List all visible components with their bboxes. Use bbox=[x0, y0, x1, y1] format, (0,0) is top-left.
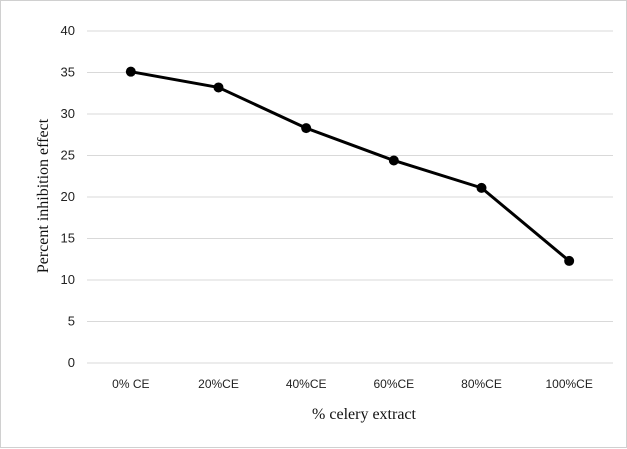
x-tick-label: 80%CE bbox=[461, 377, 502, 391]
y-tick-labels: 0 5 10 15 20 25 30 35 40 bbox=[61, 23, 75, 370]
y-axis-title: Percent inhibition effect bbox=[35, 118, 52, 273]
y-tick-label: 5 bbox=[68, 314, 75, 329]
y-tick-label: 10 bbox=[61, 272, 75, 287]
data-point bbox=[388, 155, 399, 166]
data-point bbox=[301, 123, 312, 134]
y-tick-label: 20 bbox=[61, 189, 75, 204]
data-point bbox=[564, 255, 575, 266]
y-tick-label: 0 bbox=[68, 355, 75, 370]
y-tick-label: 40 bbox=[61, 23, 75, 38]
y-tick-label: 35 bbox=[61, 65, 75, 80]
x-axis-title: % celery extract bbox=[312, 406, 416, 423]
y-tick-label: 15 bbox=[61, 231, 75, 246]
data-point bbox=[125, 66, 136, 77]
data-point bbox=[476, 182, 487, 193]
series-line-group bbox=[125, 66, 575, 266]
data-point bbox=[213, 82, 224, 93]
x-tick-label: 100%CE bbox=[545, 377, 592, 391]
x-tick-labels: 0% CE 20%CE 40%CE 60%CE 80%CE 100%CE bbox=[112, 377, 593, 391]
gridlines bbox=[87, 30, 613, 364]
x-tick-label: 20%CE bbox=[198, 377, 239, 391]
x-tick-label: 0% CE bbox=[112, 377, 149, 391]
series-line bbox=[130, 70, 571, 263]
x-tick-label: 60%CE bbox=[373, 377, 414, 391]
x-tick-label: 40%CE bbox=[286, 377, 327, 391]
y-tick-label: 25 bbox=[61, 148, 75, 163]
y-tick-label: 30 bbox=[61, 106, 75, 121]
